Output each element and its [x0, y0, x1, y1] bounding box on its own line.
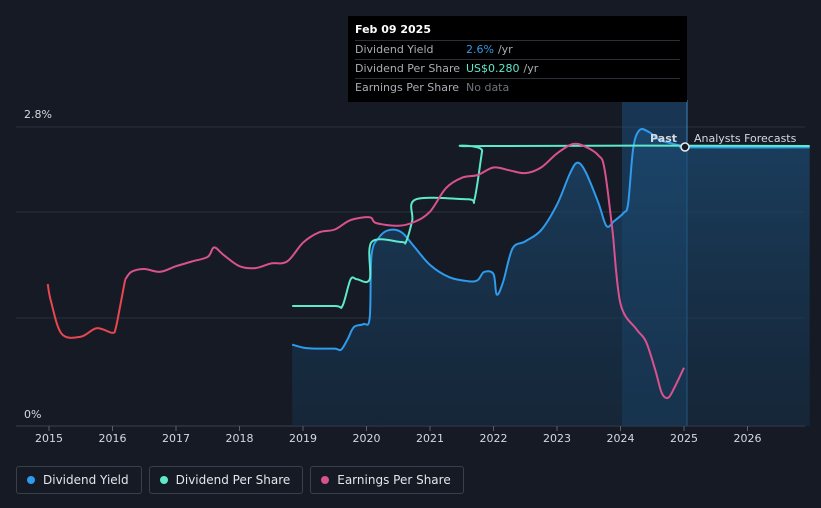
dividend-yield-line [291, 128, 810, 352]
x-tick-label: 2017 [162, 432, 190, 445]
dividend-yield-area [292, 129, 810, 426]
x-tick-label: 2026 [734, 432, 762, 445]
legend-dot-icon [321, 476, 330, 484]
today-marker-dot [680, 142, 690, 152]
tooltip: Feb 09 2025 Dividend Yield 2.6% /yr Divi… [348, 16, 687, 102]
tooltip-row-dividend-per-share: Dividend Per Share US$0.280 /yr [355, 59, 680, 78]
dividend-per-share-line [292, 144, 810, 309]
tooltip-date: Feb 09 2025 [355, 23, 431, 36]
legend-label: Earnings Per Share [337, 473, 451, 487]
legend-label: Dividend Yield [43, 473, 129, 487]
x-tick-label: 2024 [607, 432, 635, 445]
tooltip-row-dividend-yield: Dividend Yield 2.6% /yr [355, 40, 680, 59]
legend-dot-icon [27, 476, 35, 484]
x-tick-label: 2022 [480, 432, 508, 445]
legend-dot-icon [159, 476, 168, 484]
x-tick-label: 2023 [543, 432, 571, 445]
tooltip-unit: /yr [497, 43, 513, 56]
forecast-label: Analysts Forecasts [694, 132, 797, 145]
x-tick-label: 2021 [416, 432, 444, 445]
x-tick-label: 2020 [353, 432, 381, 445]
legend-item-dividend-yield[interactable]: Dividend Yield [16, 466, 142, 494]
tooltip-value: 2.6% [466, 43, 494, 56]
tooltip-label: Earnings Per Share [355, 81, 460, 94]
earnings-per-share-line-negative [46, 279, 127, 339]
x-tick-label: 2025 [670, 432, 698, 445]
x-tick-label: 2018 [226, 432, 254, 445]
tooltip-label: Dividend Per Share [355, 62, 461, 75]
y-tick-label: 0% [24, 408, 41, 421]
earnings-per-share-line-recent [611, 234, 685, 400]
y-tick-label: 2.8% [24, 108, 52, 121]
x-tick-label: 2019 [289, 432, 317, 445]
tooltip-value: US$0.280 [466, 62, 520, 75]
x-tick-label: 2015 [35, 432, 63, 445]
legend-item-earnings-per-share[interactable]: Earnings Per Share [310, 466, 464, 494]
tooltip-value: No data [466, 81, 510, 94]
legend: Dividend Yield Dividend Per Share Earnin… [16, 466, 471, 494]
past-label: Past [650, 132, 677, 145]
legend-label: Dividend Per Share [175, 473, 291, 487]
tooltip-row-earnings-per-share: Earnings Per Share No data [355, 78, 680, 97]
tooltip-label: Dividend Yield [355, 43, 434, 56]
earnings-per-share-line [124, 142, 614, 281]
tooltip-unit: /yr [523, 62, 539, 75]
x-tick-label: 2016 [99, 432, 127, 445]
legend-item-dividend-per-share[interactable]: Dividend Per Share [148, 466, 304, 494]
